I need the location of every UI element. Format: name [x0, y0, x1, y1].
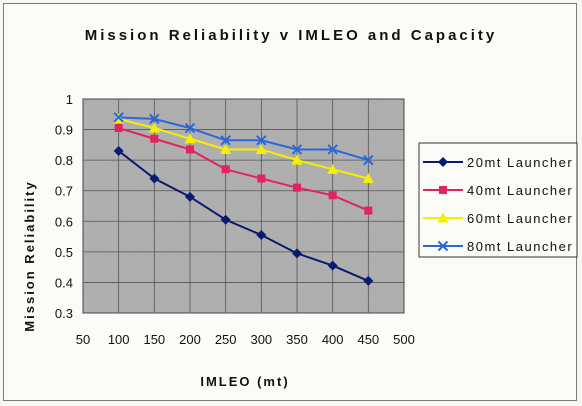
data-point — [220, 143, 232, 154]
data-point — [221, 165, 230, 174]
plot-texture — [83, 99, 404, 313]
data-point — [327, 163, 339, 174]
data-point — [327, 144, 338, 155]
legend-marker — [437, 240, 449, 252]
y-tick-label: 0.5 — [55, 245, 73, 260]
series-line-1 — [118, 127, 369, 212]
x-tick-label: 50 — [76, 332, 90, 347]
series-lines — [118, 116, 369, 282]
x-tick-label: 250 — [215, 332, 237, 347]
series-line-2 — [118, 117, 369, 180]
data-point — [149, 113, 160, 125]
data-point — [291, 144, 303, 155]
series-markers — [113, 112, 374, 286]
x-axis-ticks: 50 100 150 200 250 300 350 400 450 500 — [76, 332, 415, 347]
x-tick-label: 300 — [250, 332, 272, 347]
x-tick-label: 200 — [179, 332, 201, 347]
data-point — [255, 143, 267, 154]
data-point — [113, 112, 124, 123]
y-tick-label: 1 — [66, 92, 73, 107]
data-point — [148, 122, 160, 133]
plot-border — [82, 98, 405, 314]
y-tick-label: 0.3 — [55, 306, 73, 321]
data-point — [291, 154, 303, 165]
data-point — [185, 191, 195, 202]
y-tick-label: 0.8 — [55, 153, 73, 168]
legend-label: 20mt Launcher — [467, 155, 573, 170]
data-point — [364, 206, 373, 215]
data-point — [184, 133, 196, 144]
legend-marker — [438, 157, 448, 167]
data-point — [186, 145, 194, 154]
data-point — [150, 134, 159, 143]
data-point — [184, 122, 196, 134]
series-line-0 — [118, 150, 369, 282]
y-axis-ticks: 0.3 0.4 0.5 0.6 0.7 0.8 0.9 1 — [55, 92, 73, 321]
data-point — [292, 248, 302, 259]
data-point — [149, 173, 160, 184]
data-point — [363, 275, 374, 286]
data-point — [114, 124, 123, 133]
data-point — [327, 260, 338, 271]
legend-label: 40mt Launcher — [467, 183, 573, 198]
data-point — [257, 174, 266, 183]
chart-title: Mission Reliability v IMLEO and Capacity — [85, 27, 498, 44]
x-tick-label: 150 — [143, 332, 165, 347]
data-point — [363, 154, 374, 166]
y-tick-label: 0.7 — [55, 184, 73, 199]
y-tick-label: 0.9 — [55, 123, 73, 138]
data-point — [256, 135, 267, 146]
data-point — [256, 230, 267, 241]
x-tick-label: 100 — [108, 332, 130, 347]
x-tick-label: 400 — [322, 332, 344, 347]
y-tick-label: 0.6 — [55, 214, 73, 229]
data-point — [362, 172, 374, 183]
data-point — [220, 214, 231, 225]
x-tick-label: 450 — [357, 332, 379, 347]
legend-marker — [437, 212, 449, 223]
legend-marker — [439, 186, 447, 194]
legend-label: 80mt Launcher — [467, 239, 573, 254]
data-point — [113, 145, 124, 156]
x-tick-label: 350 — [286, 332, 308, 347]
x-axis-title: IMLEO (mt) — [200, 374, 289, 389]
legend: 20mt Launcher 40mt Launcher 60mt Launcher 8… — [418, 142, 578, 258]
y-tick-label: 0.4 — [55, 275, 73, 290]
data-point — [220, 135, 231, 146]
legend-label: 60mt Launcher — [467, 211, 573, 226]
x-tick-label: 500 — [393, 332, 415, 347]
plot-area — [82, 98, 405, 314]
series-line-3 — [118, 116, 369, 162]
data-point — [293, 183, 301, 192]
y-axis-title: Mission Reliability — [22, 180, 37, 331]
data-point — [328, 191, 337, 200]
